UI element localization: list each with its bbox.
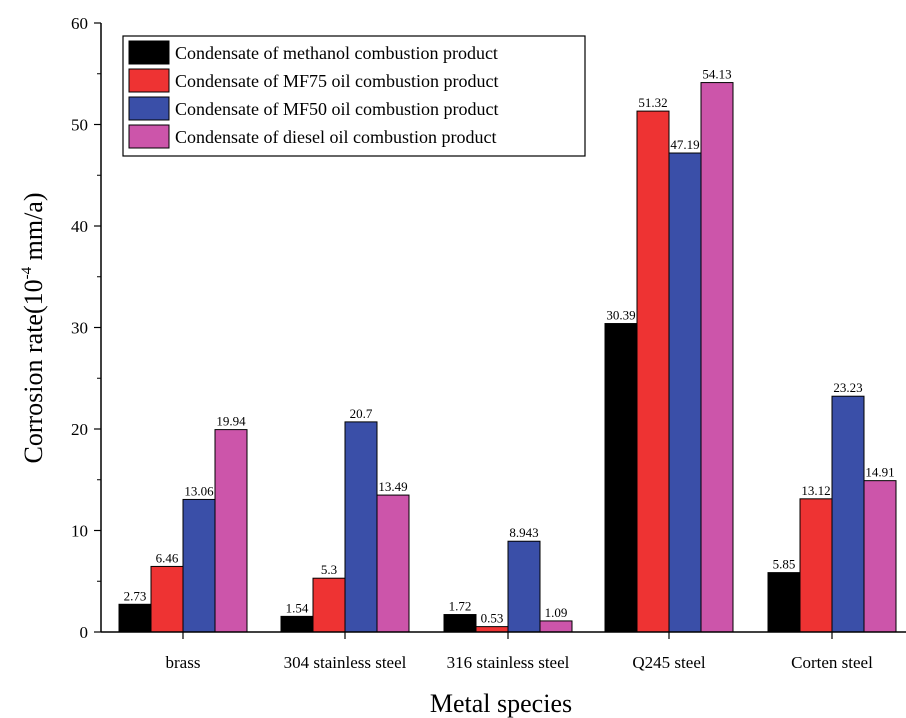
data-label: 13.12: [801, 483, 830, 498]
bar: [700, 82, 734, 633]
bar: [475, 626, 509, 633]
bar: [799, 498, 833, 633]
y-tick-label: 0: [80, 623, 89, 642]
x-axis-title: Metal species: [430, 689, 572, 718]
bar: [604, 323, 638, 633]
data-labels-layer: 2.73 1.54 1.72 30.39 5.85 6.46 5.3 0.53 51.32 13.…: [124, 67, 895, 626]
bar: [443, 614, 477, 633]
x-category-label: Q245 steel: [632, 653, 705, 672]
bar: [376, 494, 410, 633]
bar: [150, 565, 184, 633]
y-tick-label: 30: [71, 319, 88, 338]
bar: [831, 395, 865, 633]
y-tick-label: 10: [71, 522, 88, 541]
data-label: 8.943: [509, 525, 538, 540]
y-axis-title: Corrosion rate(10-4 mm/a): [19, 193, 48, 464]
x-category-label: Corten steel: [791, 653, 873, 672]
data-label: 1.09: [545, 605, 568, 620]
data-label: 1.72: [449, 599, 472, 614]
data-label: 2.73: [124, 588, 147, 603]
bar: [668, 152, 702, 633]
legend-swatch: [128, 40, 170, 65]
legend-label: Condensate of diesel oil combustion prod…: [175, 127, 496, 147]
bar: [767, 572, 801, 633]
x-categories-layer: brass 304 stainless steel 316 stainless st…: [166, 632, 873, 672]
bar: [312, 577, 346, 633]
y-tick-label: 20: [71, 420, 88, 439]
y-tick-label: 60: [71, 14, 88, 33]
data-label: 47.19: [670, 137, 699, 152]
legend-swatch: [128, 68, 170, 93]
bars-layer: [118, 82, 897, 633]
y-tick-label: 50: [71, 116, 88, 135]
bar: [636, 110, 670, 633]
data-label: 13.49: [378, 479, 407, 494]
data-label: 0.53: [481, 611, 504, 626]
bar: [182, 498, 216, 633]
data-label: 5.85: [773, 557, 796, 572]
data-label: 1.54: [286, 600, 309, 615]
data-label: 54.13: [702, 67, 731, 82]
x-category-label: 304 stainless steel: [284, 653, 407, 672]
y-ticks-layer: 0 10 20 30 40 50 60: [71, 14, 101, 642]
y-tick-label: 40: [71, 217, 88, 236]
bar: [118, 603, 152, 633]
bar: [863, 480, 897, 633]
bar: [280, 615, 314, 633]
data-label: 30.39: [606, 308, 635, 323]
legend-label: Condensate of methanol combustion produc…: [175, 43, 498, 63]
data-label: 14.91: [865, 465, 894, 480]
data-label: 13.06: [184, 483, 214, 498]
y-axis-title-main: Corrosion rate(10: [19, 279, 48, 463]
data-label: 19.94: [216, 414, 246, 429]
data-label: 51.32: [638, 95, 667, 110]
bar: [344, 421, 378, 633]
data-label: 5.3: [321, 562, 337, 577]
x-category-label: 316 stainless steel: [447, 653, 570, 672]
x-category-label: brass: [166, 653, 201, 672]
data-label: 23.23: [833, 380, 862, 395]
legend-label: Condensate of MF75 oil combustion produc…: [175, 71, 498, 91]
y-axis-title-exponent: -4: [19, 266, 35, 279]
legend: Condensate of methanol combustion produc…: [122, 35, 586, 157]
legend-box: [122, 35, 586, 157]
legend-swatch: [128, 124, 170, 149]
data-label: 20.7: [350, 406, 373, 421]
y-axis-title-unit: mm/a): [19, 193, 48, 267]
bar: [507, 540, 541, 633]
bar: [214, 429, 248, 633]
data-label: 6.46: [156, 550, 179, 565]
legend-label: Condensate of MF50 oil combustion produc…: [175, 99, 498, 119]
bar: [539, 620, 573, 633]
legend-swatch: [128, 96, 170, 121]
